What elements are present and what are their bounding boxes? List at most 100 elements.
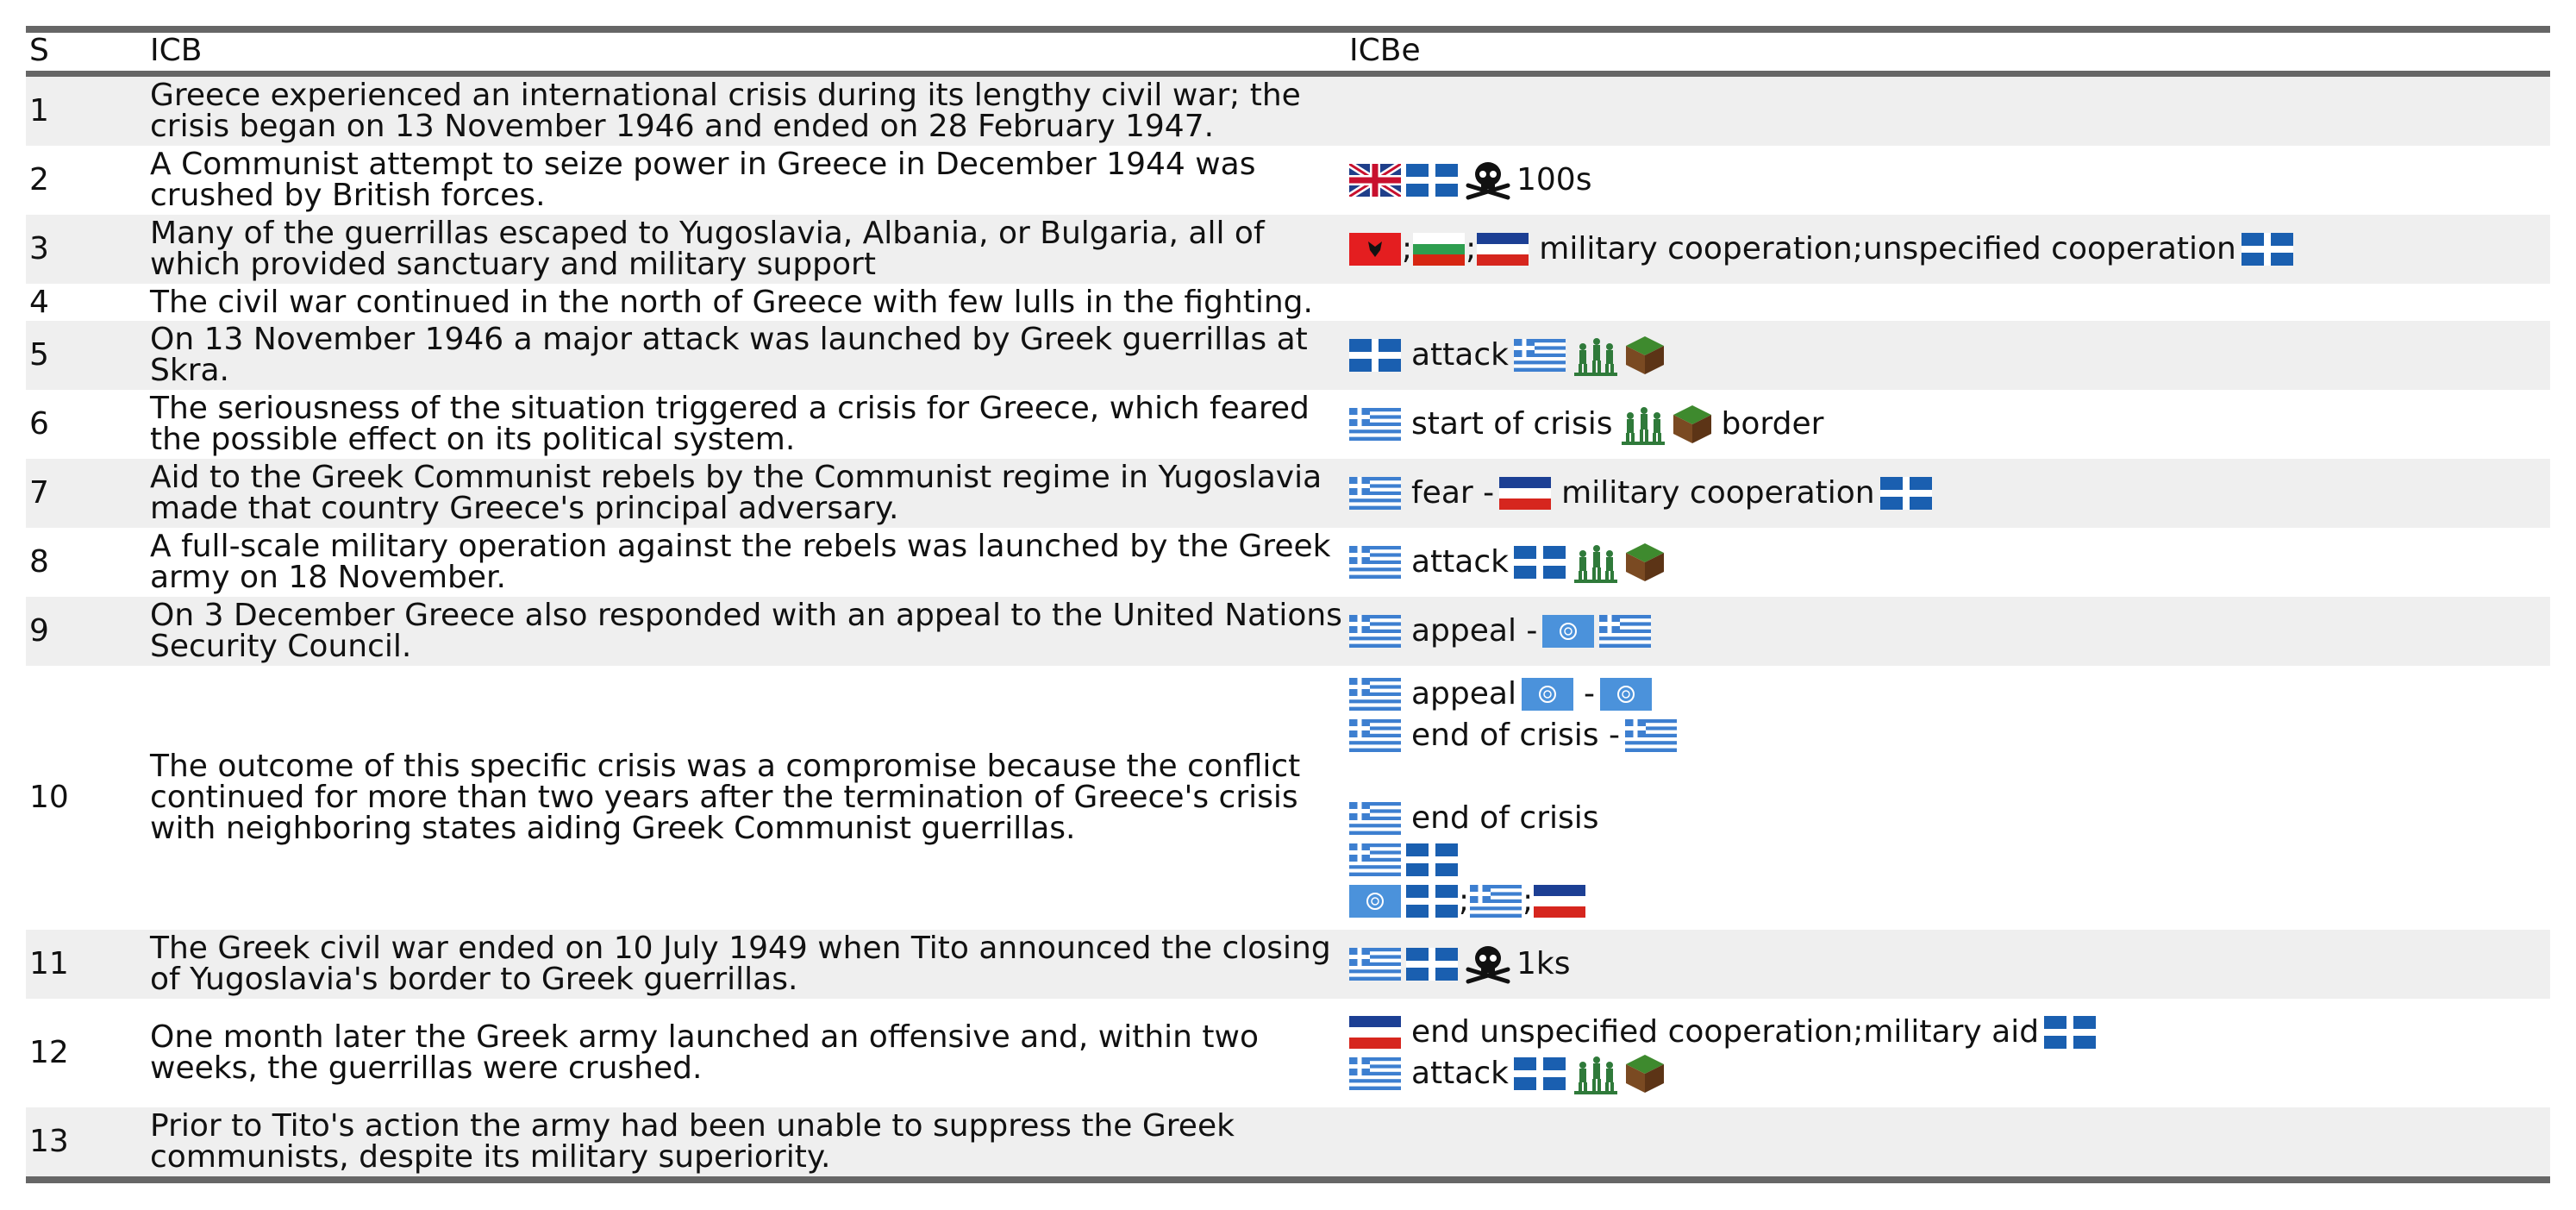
greece-flag — [1514, 339, 1566, 372]
row-number: 7 — [26, 459, 147, 528]
event-label: appeal — [1411, 676, 1516, 712]
icbe-event: 1ks — [1349, 944, 2550, 985]
separator: ; — [1402, 231, 1413, 266]
yugoslavia-flag — [1499, 477, 1551, 510]
row-number: 4 — [29, 284, 49, 320]
icbe-cell: attack — [1346, 321, 2550, 390]
land-cube-icon — [1624, 1053, 1666, 1094]
greece-flag — [1349, 948, 1401, 981]
header-rule — [26, 71, 2550, 77]
row-number: 10 — [29, 780, 69, 815]
separator: ; — [1466, 231, 1477, 266]
table-row: 8 A full-scale military operation agains… — [26, 528, 2550, 597]
table-row: 1 Greece experienced an international cr… — [26, 77, 2550, 146]
event-label: military cooperation;unspecified coopera… — [1539, 231, 2236, 266]
icb-text: The Greek civil war ended on 10 July 194… — [147, 930, 1346, 999]
icbe-cell — [1346, 77, 2550, 146]
table-row: 2 A Communist attempt to seize power in … — [26, 146, 2550, 215]
row-number: 5 — [26, 321, 147, 390]
icb-text: The outcome of this specific crisis was … — [150, 749, 1301, 846]
soldiers-icon — [1571, 335, 1621, 376]
icbe-cell: 1ks — [1346, 930, 2550, 999]
yugoslavia-flag — [1534, 885, 1585, 918]
icbe-cell: attack — [1346, 528, 2550, 597]
table-row: 4 The civil war continued in the north o… — [26, 284, 2550, 321]
icbe-event: attack — [1349, 1053, 2550, 1094]
greece-flag — [1349, 678, 1401, 711]
greece-flag — [1349, 408, 1401, 441]
header-icbe: ICBe — [1349, 33, 1421, 68]
icbe-event: end of crisis - — [1349, 715, 2550, 756]
icbe-event: 100s — [1349, 160, 2550, 201]
header-row: S ICB ICBe — [26, 33, 2550, 71]
icbe-cell — [1346, 1107, 2550, 1176]
event-label: end of crisis — [1411, 800, 1599, 836]
greece-flag — [1349, 1057, 1401, 1090]
greek-guerrilla-flag — [2241, 233, 2293, 266]
icbe-cell: appeal - — [1346, 597, 2550, 666]
greece-flag — [1349, 719, 1401, 752]
table-row: 6 The seriousness of the situation trigg… — [26, 390, 2550, 459]
table-row: 7 Aid to the Greek Communist rebels by t… — [26, 459, 2550, 528]
greek-guerrilla-flag — [1349, 339, 1401, 372]
land-cube-icon — [1624, 335, 1666, 376]
table-top-rule — [26, 26, 2550, 33]
soldiers-icon — [1618, 404, 1668, 445]
separator: ; — [1522, 883, 1534, 918]
crisis-table: S ICB ICBe 1 Greece experienced an inter… — [26, 26, 2550, 1183]
soldiers-icon — [1571, 1053, 1621, 1094]
table-row: 10 The outcome of this specific crisis w… — [26, 666, 2550, 930]
event-label-2: border — [1721, 406, 1824, 442]
un-flag — [1522, 678, 1573, 711]
row-number: 2 — [29, 162, 49, 197]
skull-crossbones-icon — [1463, 160, 1513, 201]
icb-text: On 3 December Greece also responded with… — [147, 597, 1346, 666]
icbe-event: ; ; military cooperation;unspecified coo… — [1349, 229, 2550, 270]
row-number: 13 — [26, 1107, 147, 1176]
un-flag — [1542, 615, 1594, 648]
dash: - — [1583, 676, 1595, 712]
icb-text: Aid to the Greek Communist rebels by the… — [147, 459, 1346, 528]
event-label: attack — [1411, 544, 1509, 580]
icbe-event: start of crisis border — [1349, 404, 2550, 445]
icbe-event: appeal - — [1349, 611, 2550, 652]
un-flag — [1349, 885, 1401, 918]
icbe-cell: fear - military cooperation — [1346, 459, 2550, 528]
icbe-event: fear - military cooperation — [1349, 473, 2550, 514]
yugoslavia-flag — [1477, 233, 1529, 266]
icbe-cell — [1346, 284, 2550, 321]
greece-flag — [1625, 719, 1677, 752]
greek-guerrilla-flag — [1880, 477, 1932, 510]
icbe-event: attack — [1349, 335, 2550, 376]
icbe-cell: appeal - end of crisis - end of crisis — [1346, 666, 2550, 930]
greece-flag — [1349, 615, 1401, 648]
land-cube-icon — [1624, 542, 1666, 583]
row-number: 12 — [29, 1035, 69, 1070]
greek-guerrilla-flag — [1406, 885, 1458, 918]
uk-flag — [1349, 164, 1401, 197]
event-label: end unspecified cooperation;military aid — [1411, 1014, 2040, 1050]
separator: ; — [1459, 883, 1470, 918]
icbe-event: appeal - — [1349, 674, 2550, 715]
event-label: end of crisis - — [1411, 718, 1620, 753]
albania-flag — [1349, 233, 1401, 266]
event-label: appeal - — [1411, 613, 1538, 649]
fatalities-label: 100s — [1516, 162, 1592, 197]
table-row: 11 The Greek civil war ended on 10 July … — [26, 930, 2550, 999]
soldiers-icon — [1571, 542, 1621, 583]
skull-crossbones-icon — [1463, 944, 1513, 985]
icbe-cell: end unspecified cooperation;military aid… — [1346, 999, 2550, 1107]
icb-text: The seriousness of the situation trigger… — [150, 391, 1310, 457]
blank-event — [1349, 756, 2550, 798]
greek-guerrilla-flag — [1514, 1057, 1566, 1090]
row-number: 1 — [26, 77, 147, 146]
table-row: 13 Prior to Tito's action the army had b… — [26, 1107, 2550, 1176]
icb-text: Prior to Tito's action the army had been… — [147, 1107, 1346, 1176]
row-number: 6 — [29, 406, 49, 442]
icbe-event: end of crisis — [1349, 798, 2550, 839]
icb-text: On 13 November 1946 a major attack was l… — [147, 321, 1346, 390]
greece-flag — [1470, 885, 1522, 918]
icb-text: Many of the guerrillas escaped to Yugosl… — [147, 215, 1346, 284]
greece-flag — [1349, 802, 1401, 835]
greek-guerrilla-flag — [1406, 164, 1458, 197]
